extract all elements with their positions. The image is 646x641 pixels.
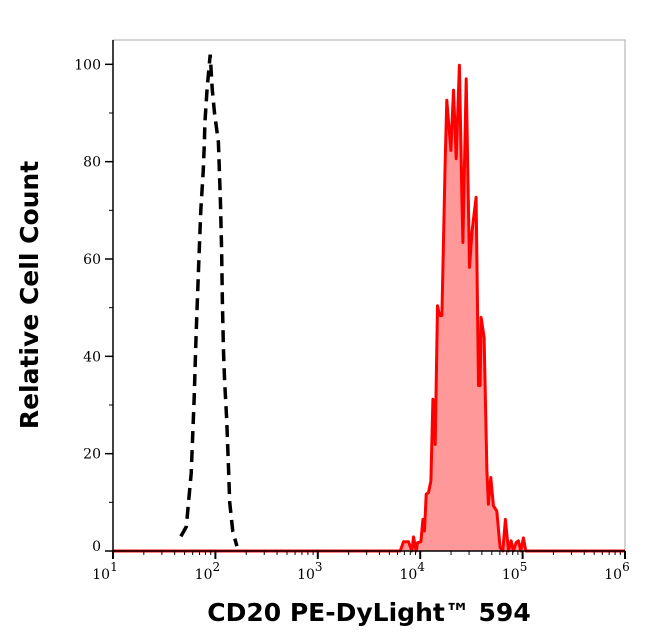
y-tick-label: 40	[83, 349, 101, 365]
x-axis-title: CD20 PE-DyLight™ 594	[207, 598, 530, 627]
x-tick-label: 105	[502, 560, 527, 583]
x-tick-label: 103	[297, 560, 322, 583]
series-line-stained	[113, 63, 625, 553]
y-tick-label: 100	[74, 57, 101, 73]
y-tick-label: 60	[83, 252, 101, 268]
x-tick-label: 102	[195, 560, 220, 583]
x-tick-label: 104	[399, 560, 425, 583]
y-tick-label: 80	[83, 155, 101, 171]
y-tick-label: 20	[83, 447, 101, 463]
y-axis-title: Relative Cell Count	[15, 161, 44, 429]
y-tick-label: 0	[92, 539, 101, 555]
x-tick-label: 106	[604, 560, 629, 583]
x-tick-label: 101	[92, 560, 117, 583]
series-line-control	[179, 54, 239, 547]
